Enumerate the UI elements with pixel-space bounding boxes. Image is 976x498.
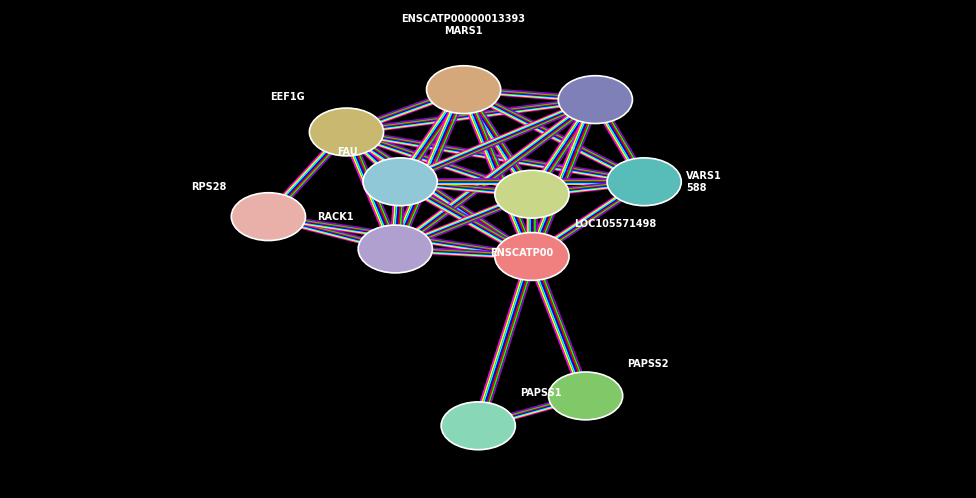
Text: RACK1: RACK1	[317, 212, 353, 222]
Ellipse shape	[309, 108, 384, 156]
Text: ENSCATP00000013393
MARS1: ENSCATP00000013393 MARS1	[401, 14, 526, 36]
Text: LOC105571498: LOC105571498	[574, 219, 656, 229]
Text: EEF1G: EEF1G	[270, 92, 305, 102]
Ellipse shape	[495, 233, 569, 280]
Ellipse shape	[549, 372, 623, 420]
Ellipse shape	[558, 76, 632, 124]
Text: ENSCATP00: ENSCATP00	[491, 248, 553, 258]
Text: PAPSS1: PAPSS1	[520, 388, 562, 398]
Ellipse shape	[495, 170, 569, 218]
Ellipse shape	[231, 193, 305, 241]
Text: RPS28: RPS28	[191, 182, 226, 192]
Text: PAPSS2: PAPSS2	[628, 359, 670, 369]
Ellipse shape	[363, 158, 437, 206]
Ellipse shape	[358, 225, 432, 273]
Text: VARS1
588: VARS1 588	[686, 171, 722, 193]
Text: FAU: FAU	[338, 147, 358, 157]
Ellipse shape	[607, 158, 681, 206]
Ellipse shape	[427, 66, 501, 114]
Ellipse shape	[441, 402, 515, 450]
